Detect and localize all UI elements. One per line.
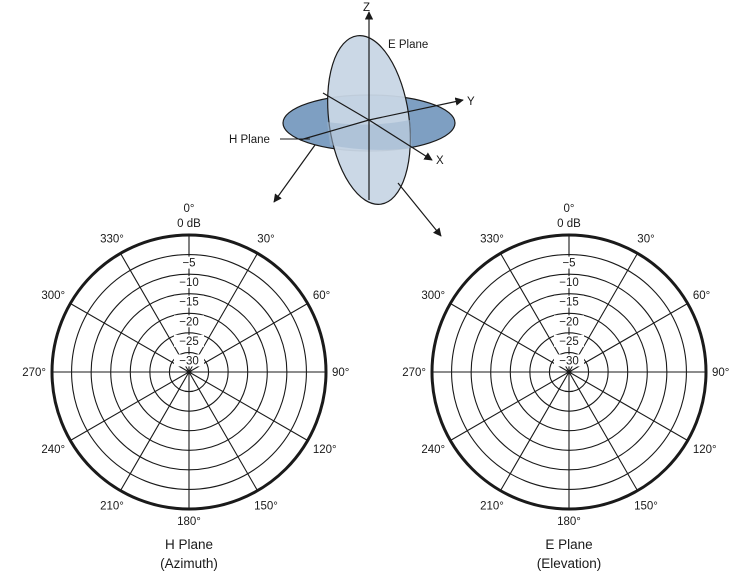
- angle-label-300: 300°: [41, 290, 65, 302]
- e-plane-label: E Plane: [388, 39, 428, 51]
- ring-label: −10: [559, 277, 579, 289]
- angle-spoke: [568, 371, 688, 441]
- angle-spoke: [568, 253, 638, 373]
- ring-label: −10: [179, 277, 199, 289]
- angle-label-120: 120°: [693, 444, 717, 456]
- ring-label: −5: [562, 258, 575, 270]
- angle-spoke: [120, 253, 190, 373]
- e-plane-polar-chart: 0 dB −5 −10 −15 −20 −25 −30 0° 30° 60° 90° 120° 150°…: [402, 203, 729, 571]
- angle-label-210: 210°: [100, 500, 124, 512]
- ring-label-bg: [554, 334, 584, 347]
- x-axis-back: [299, 119, 370, 141]
- chart-caption-subtitle: (Azimuth): [160, 556, 218, 571]
- x-axis-label: X: [436, 155, 444, 167]
- angle-spoke: [120, 371, 190, 491]
- ring-label-bg: [174, 295, 204, 308]
- ring-label: −5: [182, 258, 195, 270]
- ring-label-bg: [554, 276, 584, 289]
- angle-label-90: 90°: [712, 367, 729, 379]
- angle-label-180: 180°: [557, 516, 581, 528]
- ring-label-bg: [174, 256, 204, 269]
- angle-label-90: 90°: [332, 367, 349, 379]
- ring-label: −20: [559, 316, 579, 328]
- ring-label: −30: [559, 355, 579, 367]
- angle-label-120: 120°: [313, 444, 337, 456]
- ring-label-bg: [554, 354, 584, 367]
- angle-spoke: [188, 371, 308, 441]
- ring-label: −25: [179, 336, 199, 348]
- angle-label-330: 330°: [100, 234, 124, 246]
- z-axis-label: Z: [363, 2, 370, 14]
- angle-label-0: 0°: [564, 203, 575, 215]
- ring-label: −15: [559, 297, 579, 309]
- ring-label-bg: [174, 354, 204, 367]
- arrow-to-e-chart: [397, 182, 442, 237]
- angle-spoke: [70, 303, 190, 373]
- angle-label-210: 210°: [480, 500, 504, 512]
- ring-label: −25: [559, 336, 579, 348]
- angle-label-330: 330°: [480, 234, 504, 246]
- x-axis: [368, 119, 433, 161]
- ring-label-bg: [174, 276, 204, 289]
- angle-label-60: 60°: [313, 290, 330, 302]
- angle-label-270: 270°: [22, 367, 46, 379]
- ring-label-bg: [554, 295, 584, 308]
- angle-spoke: [70, 371, 190, 441]
- angle-spoke: [450, 371, 570, 441]
- ring-label-bg: [174, 334, 204, 347]
- angle-spoke: [500, 253, 570, 373]
- angle-label-0: 0°: [184, 203, 195, 215]
- chart-caption-title: E Plane: [545, 537, 592, 552]
- arrow-to-h-chart: [273, 144, 316, 203]
- angle-label-150: 150°: [634, 500, 658, 512]
- ring-label: −15: [179, 297, 199, 309]
- angle-spoke: [188, 253, 258, 373]
- ring-label: 0 dB: [177, 218, 201, 230]
- y-axis-back: [322, 92, 370, 121]
- chart-caption-title: H Plane: [165, 537, 213, 552]
- ring-label-bg: [554, 256, 584, 269]
- ring-label: −30: [179, 355, 199, 367]
- y-axis-label: Y: [467, 96, 475, 108]
- y-axis: [368, 97, 464, 121]
- h-plane-polar-chart: 0 dB −5 −10 −15 −20 −25 −30 0° 30° 60° 90° 120° 150°…: [22, 203, 349, 571]
- angle-label-30: 30°: [257, 234, 274, 246]
- angle-spoke: [188, 303, 308, 373]
- angle-label-300: 300°: [421, 290, 445, 302]
- ring-label-bg: [174, 315, 204, 328]
- angle-label-240: 240°: [421, 444, 445, 456]
- angle-label-150: 150°: [254, 500, 278, 512]
- angle-spoke: [568, 371, 638, 491]
- angle-label-240: 240°: [41, 444, 65, 456]
- chart-caption-subtitle: (Elevation): [537, 556, 602, 571]
- angle-spoke: [568, 303, 688, 373]
- ring-label: −20: [179, 316, 199, 328]
- planes-3d-diagram: Z Y X E Plane H Plane: [229, 2, 475, 237]
- ring-label: 0 dB: [557, 218, 581, 230]
- angle-spoke: [500, 371, 570, 491]
- angle-spoke: [188, 371, 258, 491]
- angle-label-180: 180°: [177, 516, 201, 528]
- angle-spoke: [450, 303, 570, 373]
- angle-label-30: 30°: [637, 234, 654, 246]
- h-plane-label: H Plane: [229, 134, 270, 146]
- ring-label-bg: [554, 315, 584, 328]
- angle-label-270: 270°: [402, 367, 426, 379]
- angle-label-60: 60°: [693, 290, 710, 302]
